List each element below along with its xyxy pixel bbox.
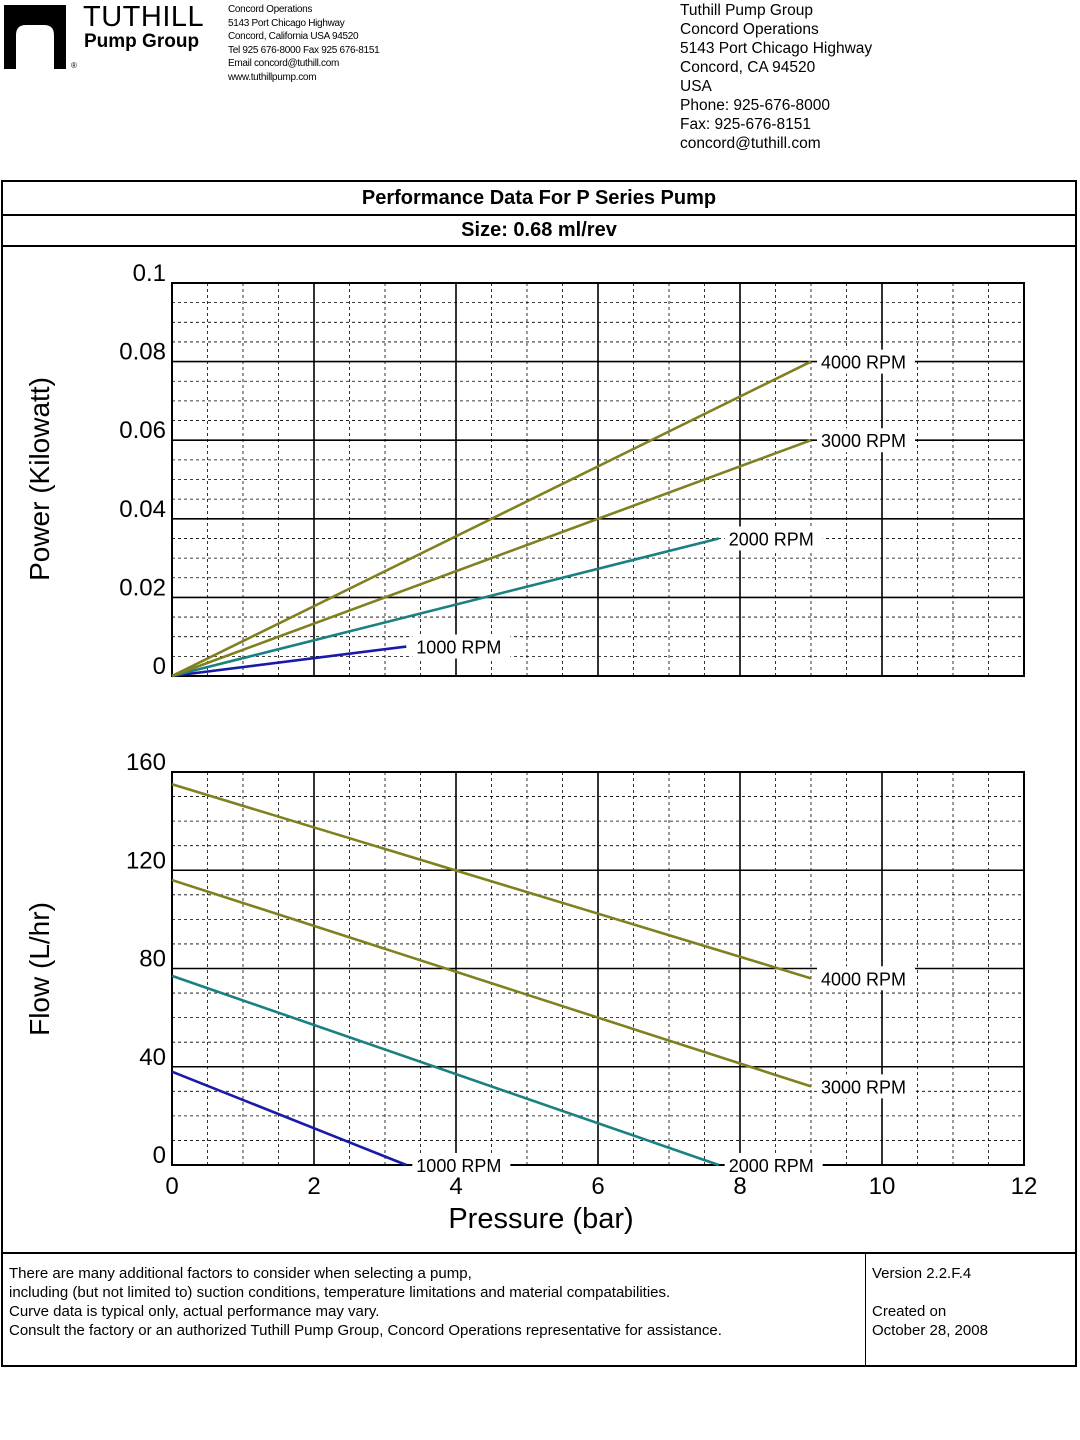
performance-sheet: Performance Data For P Series Pump Size:… [1, 180, 1077, 1367]
series-label: 1000 RPM [416, 638, 501, 658]
contact-line: Concord, CA 94520 [680, 59, 816, 76]
y-tick-label: 0 [153, 1142, 166, 1169]
y-tick-label: 0.1 [133, 260, 166, 287]
address-line: 5143 Port Chicago Highway [228, 17, 345, 29]
plot-border [171, 282, 1025, 677]
series-label: 4000 RPM [821, 353, 906, 373]
series-line-2000-rpm [171, 974, 720, 1167]
page-title: Performance Data For P Series Pump [3, 182, 1075, 216]
series-label-background [817, 349, 915, 374]
address-line: Email concord@tuthill.com [228, 58, 340, 70]
contact-line: 5143 Port Chicago Highway [680, 40, 873, 57]
y-axis-label: Flow (L/hr) [24, 902, 55, 1036]
footer-column-divider [865, 1254, 866, 1367]
series-label-background [817, 1074, 915, 1099]
y-tick-label: 0.02 [119, 574, 166, 601]
plot-border [171, 771, 1025, 1166]
series-line-4000-rpm [171, 360, 812, 678]
address-line: Concord, California USA 94520 [228, 31, 359, 43]
series-line-4000-rpm [171, 783, 812, 980]
x-tick-label: 0 [165, 1173, 178, 1200]
x-tick-label: 4 [449, 1173, 462, 1200]
x-tick-label: 10 [869, 1173, 896, 1200]
x-axis-label: Pressure (bar) [448, 1203, 633, 1235]
letterhead: TUTHILL Pump Group ® Concord Operations … [0, 0, 1080, 178]
version-info: Version 2.2.F.4 Created on October 28, 2… [872, 1264, 988, 1340]
y-tick-label: 120 [126, 847, 166, 874]
contact-address-block: Tuthill Pump Group Concord Operations 51… [680, 1, 872, 153]
series-label-background [412, 634, 511, 659]
footer-note-line: There are many additional factors to con… [9, 1265, 472, 1282]
y-tick-label: 0.08 [119, 339, 166, 366]
series-label-background [817, 428, 915, 453]
series-label-background [724, 1153, 823, 1177]
y-tick-label: 160 [126, 749, 166, 776]
x-tick-label: 2 [307, 1173, 320, 1200]
y-tick-label: 0.04 [119, 496, 166, 523]
version-label: Version 2.2.F.4 [872, 1265, 972, 1282]
created-date: October 28, 2008 [872, 1322, 988, 1339]
series-label: 3000 RPM [821, 431, 906, 451]
series-label: 2000 RPM [729, 529, 814, 549]
contact-line: USA [680, 78, 712, 95]
created-label: Created on [872, 1303, 947, 1320]
brand-name: TUTHILL [83, 1, 205, 33]
y-tick-label: 0 [153, 653, 166, 680]
series-label-background [817, 966, 915, 991]
contact-line: Phone: 925-676-8000 [680, 97, 830, 114]
series-line-1000-rpm [171, 645, 407, 678]
address-line: www.tuthillpump.com [228, 71, 317, 83]
footer-note-line: Consult the factory or an authorized Tut… [9, 1322, 722, 1339]
series-label: 3000 RPM [821, 1077, 906, 1097]
series-label-background [724, 526, 823, 551]
contact-line: Concord Operations [680, 21, 819, 38]
x-tick-label: 6 [591, 1173, 604, 1200]
series-line-2000-rpm [171, 537, 720, 678]
x-tick-label: 8 [733, 1173, 746, 1200]
footer-divider [3, 1252, 1075, 1254]
series-line-3000-rpm [171, 878, 812, 1088]
y-tick-label: 0.06 [119, 417, 166, 444]
series-label: 2000 RPM [729, 1156, 814, 1176]
series-label: 1000 RPM [416, 1156, 501, 1176]
footer-note-line: including (but not limited to) suction c… [9, 1284, 671, 1301]
spacer [872, 1283, 988, 1302]
series-line-3000-rpm [171, 438, 812, 678]
contact-line: concord@tuthill.com [680, 135, 821, 152]
footer-notes: There are many additional factors to con… [9, 1264, 722, 1340]
contact-line: Fax: 925-676-8151 [680, 116, 811, 133]
contact-line: Tuthill Pump Group [680, 2, 813, 19]
address-line: Tel 925 676-8000 Fax 925 676-8151 [228, 44, 380, 56]
registered-mark: ® [71, 61, 77, 70]
size-label: Size: 0.68 ml/rev [3, 216, 1075, 247]
address-line: Concord Operations [228, 4, 313, 15]
y-tick-label: 40 [139, 1044, 166, 1071]
series-label-background [412, 1153, 511, 1177]
x-tick-label: 12 [1011, 1173, 1038, 1200]
series-label: 4000 RPM [821, 969, 906, 989]
tuthill-logo-icon [4, 5, 66, 69]
y-axis-label: Power (Kilowatt) [24, 377, 55, 581]
logo-address-block: Concord Operations 5143 Port Chicago Hig… [228, 3, 380, 85]
brand-subtitle: Pump Group [84, 31, 200, 52]
footer-note-line: Curve data is typical only, actual perfo… [9, 1303, 380, 1320]
series-line-1000-rpm [171, 1070, 407, 1167]
y-tick-label: 80 [139, 946, 166, 973]
